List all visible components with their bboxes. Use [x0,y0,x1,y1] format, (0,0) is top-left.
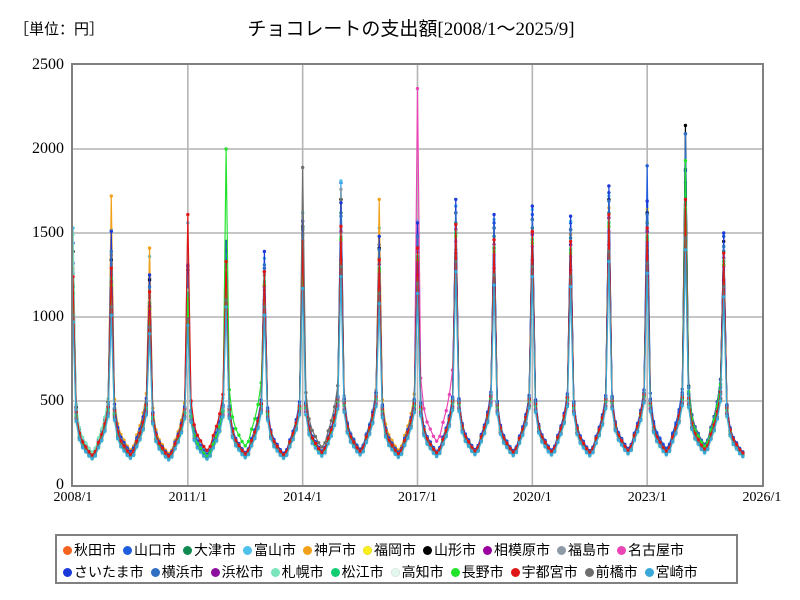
legend-marker-icon [243,545,252,555]
x-tick-label: 2008/1 [53,490,93,505]
legend-marker-icon [183,545,192,555]
x-tick-label: 2026/1 [742,490,782,505]
legend-marker-icon [150,567,160,577]
series-10 [73,169,745,457]
legend-marker-icon [584,567,594,577]
legend-item-富山市[interactable]: 富山市 [243,543,296,557]
legend-marker-icon [617,545,626,555]
unit-label: ［単位：円］ [14,22,105,38]
legend-marker-icon [483,545,492,555]
legend-label: 大津市 [194,542,236,558]
legend-item-さいたま市[interactable]: さいたま市 [63,565,144,579]
legend-label: 富山市 [254,542,296,558]
legend-item-宇都宮市[interactable]: 宇都宮市 [510,564,578,580]
x-tick-label: 2023/1 [627,490,667,505]
legend-item-福岡市[interactable]: 福岡市 [363,543,416,557]
legend-marker-icon [63,545,72,555]
legend-marker-icon [330,567,340,577]
legend-label: 札幌市 [281,564,324,580]
series-group [73,86,745,463]
legend-label: 神戸市 [314,542,356,558]
x-tick-label: 2020/1 [512,490,552,505]
legend-item-浜松市[interactable]: 浜松市 [210,564,264,580]
legend-item-山形市[interactable]: 山形市 [423,543,476,557]
y-tick-label: 2000 [32,140,64,157]
legend-label: 高知市 [401,564,444,580]
legend-marker-icon [210,567,220,577]
legend-marker-icon [123,545,132,555]
y-tick-label: 500 [40,392,64,409]
legend-marker-icon [423,545,432,555]
legend-item-神戸市[interactable]: 神戸市 [303,543,356,557]
legend-row: 秋田市 山口市 大津市 富山市 神戸市 福岡市 山形市 相模原市 福島市 名古屋市 [63,539,730,561]
series-2 [73,167,745,459]
series-17 [73,197,745,458]
series-16 [73,147,745,460]
legend-item-長野市[interactable]: 長野市 [450,564,504,580]
legend-label: さいたま市 [74,564,144,580]
legend-marker-icon [450,567,460,577]
legend-marker-icon [557,545,566,555]
legend-item-相模原市[interactable]: 相模原市 [483,543,550,557]
legend-label: 浜松市 [221,564,264,580]
series-19 [73,248,745,462]
y-tick-label: 0 [56,476,64,493]
legend-marker-icon [390,567,400,577]
legend-marker-icon [63,567,72,577]
x-tick-label: 2014/1 [283,490,323,505]
chart-title: チョコレートの支出額[2008/1〜2025/9] [247,19,575,40]
legend-item-福島市[interactable]: 福島市 [557,543,610,557]
legend-label: 秋田市 [74,542,116,558]
x-tick-label: 2017/1 [398,490,437,505]
legend-marker-icon [303,545,312,555]
legend-label: 松江市 [341,564,384,580]
legend-label: 名古屋市 [628,542,684,558]
series-canvas [73,65,762,485]
legend-item-宮崎市[interactable]: 宮崎市 [644,564,698,580]
legend-label: 前橋市 [595,564,638,580]
legend-label: 福岡市 [374,542,416,558]
legend-label: 長野市 [461,564,504,580]
legend-label: 福島市 [568,542,610,558]
legend-item-山口市[interactable]: 山口市 [123,543,176,557]
legend-item-高知市[interactable]: 高知市 [390,564,444,580]
y-tick-label: 1000 [32,308,64,325]
legend-label: 宮崎市 [655,564,698,580]
legend-marker-icon [510,567,520,577]
series-8 [73,187,745,461]
x-tick-label: 2011/1 [168,490,208,505]
y-tick-label: 1500 [32,224,64,241]
legend-marker-icon [270,567,280,577]
legend-item-大津市[interactable]: 大津市 [183,543,236,557]
legend-item-前橋市[interactable]: 前橋市 [584,564,638,580]
legend: 秋田市 山口市 大津市 富山市 神戸市 福岡市 山形市 相模原市 福島市 名古屋市 さいたま市 横浜… [55,534,738,584]
legend-label: 山口市 [134,542,176,558]
legend-row: さいたま市 横浜市 浜松市 札幌市 松江市 高知市 長野市 宇都宮市 前橋市 宮崎市 [63,561,730,583]
plot-area [71,63,764,487]
legend-item-札幌市[interactable]: 札幌市 [270,564,324,580]
series-4 [73,194,745,459]
legend-label: 山形市 [434,542,476,558]
legend-item-松江市[interactable]: 松江市 [330,564,384,580]
legend-marker-icon [644,567,654,577]
y-tick-label: 2500 [32,56,64,73]
series-18 [73,165,745,461]
legend-label: 相模原市 [494,542,550,558]
legend-label: 宇都宮市 [521,564,578,580]
legend-label: 横浜市 [161,564,204,580]
legend-item-横浜市[interactable]: 横浜市 [150,564,204,580]
legend-marker-icon [363,545,372,555]
legend-item-名古屋市[interactable]: 名古屋市 [617,543,684,557]
legend-item-秋田市[interactable]: 秋田市 [63,543,116,557]
